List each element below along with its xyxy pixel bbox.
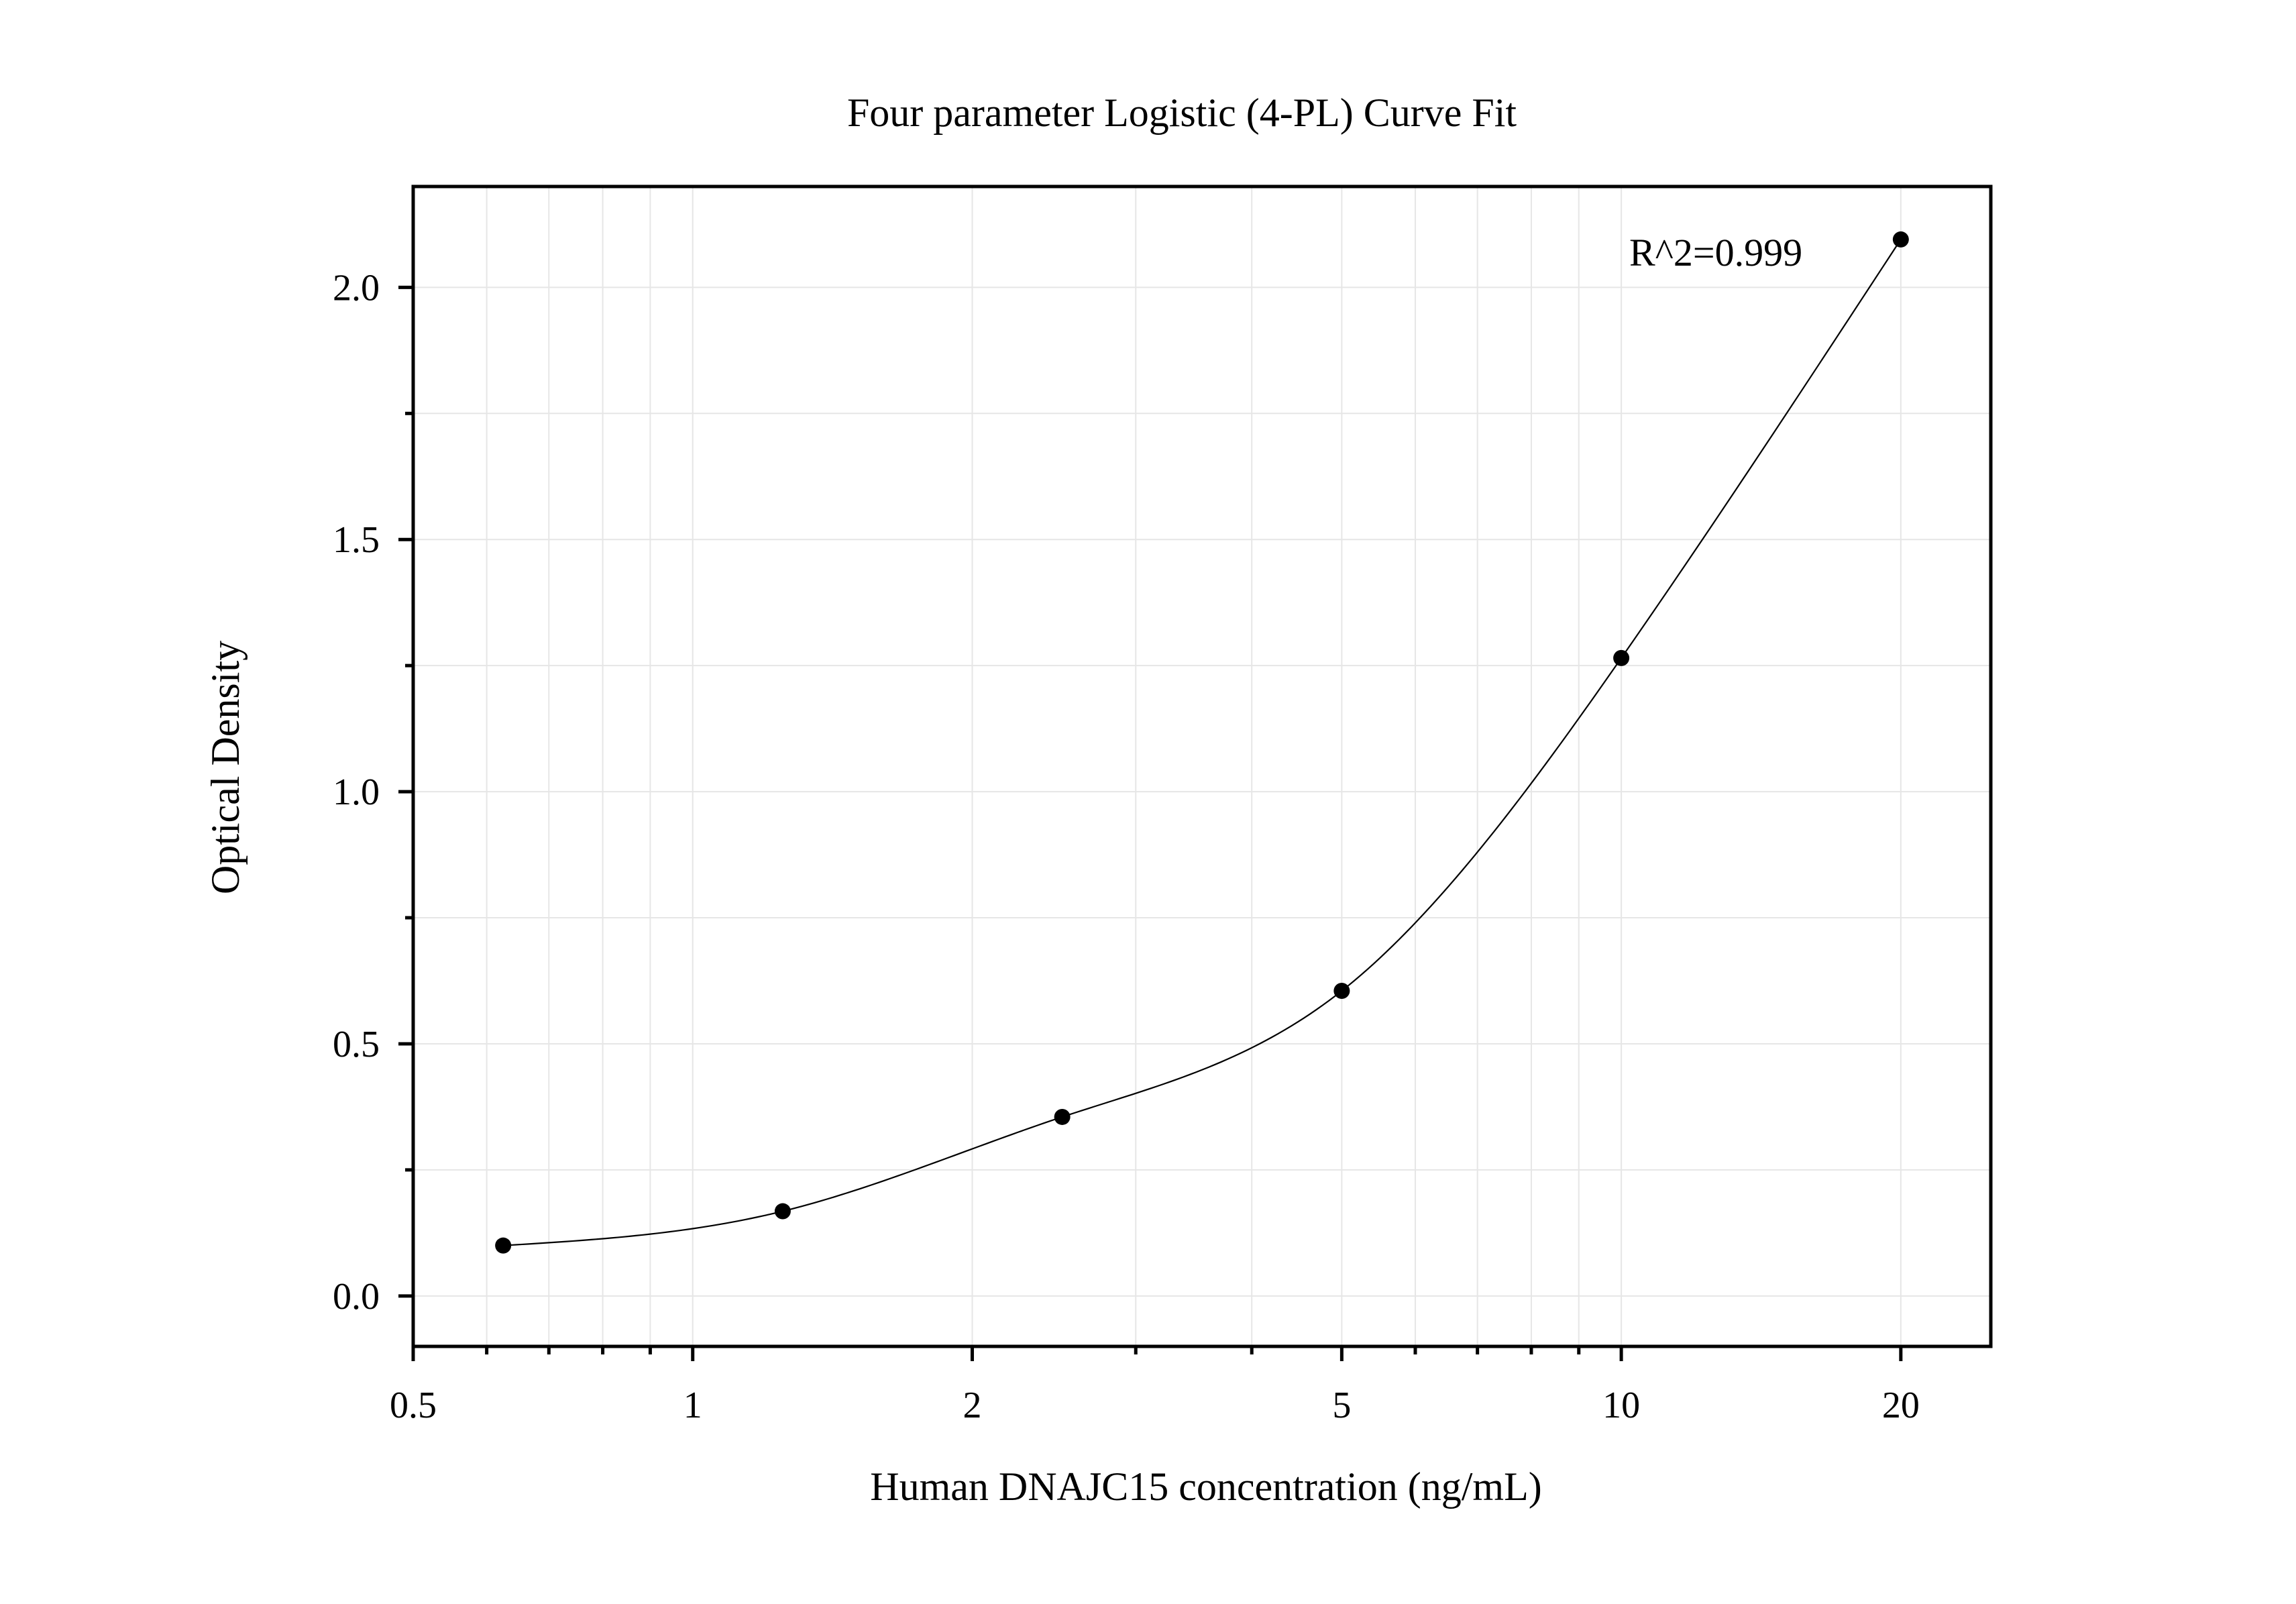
axis-tick-labels: 0.5 1 2 5 10 20 0.0 0.5 1.0 1.5 2.0 — [333, 267, 1920, 1426]
y-tick-label: 0.0 — [333, 1276, 380, 1318]
x-tick-label: 0.5 — [390, 1385, 437, 1426]
y-axis-label: Optical Density — [203, 641, 248, 894]
data-point — [1054, 1108, 1071, 1125]
y-tick-label: 1.0 — [333, 771, 380, 813]
data-points — [495, 231, 1909, 1254]
r-squared-annotation: R^2=0.999 — [1629, 231, 1802, 274]
data-point — [774, 1203, 791, 1220]
x-tick-label: 1 — [684, 1385, 702, 1426]
data-point — [495, 1237, 512, 1254]
data-point — [1333, 983, 1350, 1000]
x-tick-label: 20 — [1882, 1385, 1920, 1426]
x-tick-label: 5 — [1332, 1385, 1351, 1426]
grid — [413, 186, 1991, 1346]
x-axis-label: Human DNAJC15 concentration (ng/mL) — [870, 1464, 1541, 1509]
axis-ticks — [398, 285, 1903, 1361]
x-tick-label: 10 — [1602, 1385, 1640, 1426]
data-point — [1892, 231, 1909, 248]
fit-curve — [503, 239, 1902, 1246]
chart-title: Four parameter Logistic (4-PL) Curve Fit — [847, 91, 1517, 135]
y-tick-label: 0.5 — [333, 1024, 380, 1065]
data-point — [1613, 649, 1630, 666]
plot-frame-group — [411, 184, 1993, 1348]
y-tick-label: 2.0 — [333, 267, 380, 309]
x-tick-label: 2 — [963, 1385, 981, 1426]
plot-frame — [411, 184, 1993, 1348]
y-tick-label: 1.5 — [333, 519, 380, 561]
